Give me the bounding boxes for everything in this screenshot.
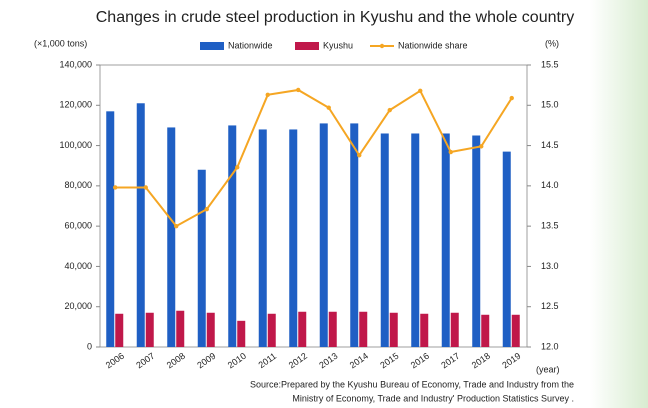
bar <box>145 312 154 347</box>
x-tick-label: 2011 <box>257 351 279 370</box>
y2-tick-label: 13.0 <box>541 261 559 271</box>
share-point <box>174 223 179 229</box>
y-tick-label: 20,000 <box>64 301 92 311</box>
bar <box>441 133 450 347</box>
x-tick-label: 2008 <box>165 351 187 371</box>
bar <box>136 103 145 348</box>
bar <box>289 129 298 347</box>
bar <box>481 314 490 347</box>
bar <box>319 123 328 348</box>
bar <box>420 313 429 347</box>
legend-marker <box>379 43 385 49</box>
chart-title: Changes in crude steel production in Kyu… <box>96 9 575 26</box>
bar <box>298 311 307 347</box>
x-tick-label: 2012 <box>287 351 309 371</box>
share-point <box>357 153 362 158</box>
bar <box>258 129 267 347</box>
legend-swatch <box>295 42 319 50</box>
bar <box>502 151 511 347</box>
x-tick-label: 2017 <box>439 351 461 371</box>
bar <box>228 125 237 347</box>
bar <box>380 133 389 347</box>
y-tick-label: 100,000 <box>59 140 92 150</box>
bar <box>350 123 359 348</box>
plot-frame <box>99 64 528 348</box>
y2-tick-label: 14.5 <box>541 140 559 150</box>
y2-tick-label: 13.5 <box>541 221 559 231</box>
bar <box>206 312 215 347</box>
legend-swatch <box>200 42 224 50</box>
x-tick-label: 2007 <box>134 351 156 371</box>
y-tick-label: 140,000 <box>59 59 92 69</box>
x-tick-label: 2018 <box>470 351 492 371</box>
y2-tick-label: 12.0 <box>541 341 559 351</box>
y2-tick-label: 15.0 <box>541 100 559 110</box>
bar <box>511 314 520 347</box>
bar <box>106 111 115 347</box>
y-tick-label: 80,000 <box>64 180 92 190</box>
share-point <box>326 105 331 110</box>
bar <box>176 310 185 347</box>
source: Ministry of Economy, Trade and Industry'… <box>292 393 574 403</box>
share-point <box>479 144 484 149</box>
x-tick-label: 2006 <box>104 351 126 371</box>
y2-tick-label: 15.5 <box>541 59 559 69</box>
x-tick-label: 2010 <box>226 351 248 371</box>
y-tick-label: 40,000 <box>64 261 92 271</box>
source: Source:Prepared by the Kyushu Bureau of … <box>250 379 574 389</box>
bar <box>115 313 124 347</box>
share-point <box>143 185 148 190</box>
bar <box>267 313 276 347</box>
share-point <box>509 95 514 101</box>
x-tick-label: 2013 <box>317 351 339 371</box>
share-point <box>418 88 423 93</box>
y-unit: (×1,000 tons) <box>34 38 87 48</box>
x-unit: (year) <box>536 364 560 374</box>
legend-label: Kyushu <box>323 40 353 50</box>
bar <box>237 320 246 347</box>
share-point <box>113 185 118 190</box>
share-point <box>204 207 209 212</box>
x-tick-label: 2015 <box>378 351 400 371</box>
legend-label: Nationwide share <box>398 40 468 50</box>
x-tick-label: 2014 <box>348 351 370 371</box>
bar <box>167 127 176 347</box>
share-point <box>387 107 392 113</box>
share-line <box>115 88 513 228</box>
x-tick-label: 2016 <box>409 351 431 371</box>
legend-label: Nationwide <box>228 40 273 50</box>
share-point <box>265 92 270 98</box>
y2-tick-label: 12.5 <box>541 301 559 311</box>
bar <box>389 312 398 347</box>
y-tick-label: 0 <box>87 341 92 351</box>
x-tick-label: 2009 <box>195 351 217 371</box>
background-edge <box>590 0 648 408</box>
bar <box>197 169 206 347</box>
share-point <box>235 165 240 170</box>
bar <box>328 311 337 347</box>
x-tick-label: 2019 <box>500 351 522 371</box>
bar <box>359 311 368 347</box>
share-point <box>448 149 453 155</box>
y-tick-label: 120,000 <box>59 100 92 110</box>
y-tick-label: 60,000 <box>64 221 92 231</box>
share-point <box>296 87 301 93</box>
bar <box>472 135 481 347</box>
y2-tick-label: 14.0 <box>541 180 559 190</box>
bar <box>450 312 459 347</box>
y2-unit: (%) <box>545 38 559 48</box>
bar <box>411 133 420 347</box>
